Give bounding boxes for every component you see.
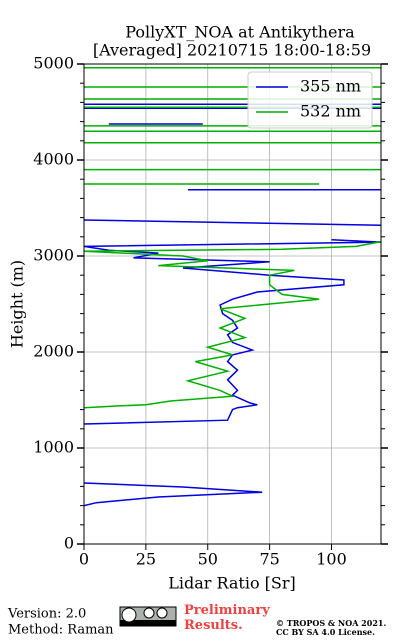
series-line [84, 67, 381, 409]
x-tick-label: 25 [136, 550, 156, 569]
y-tick-label: 5000 [33, 54, 74, 73]
legend-box [247, 71, 373, 129]
y-tick-label: 3000 [33, 246, 74, 265]
license: CC BY SA 4.0 License. [276, 627, 375, 637]
y-tick-label: 2000 [33, 342, 74, 361]
version: Version: 2.0 [7, 607, 86, 622]
x-tick-label: 75 [259, 550, 279, 569]
y-tick-label: 1000 [33, 438, 74, 457]
y-tick-label: 0 [64, 534, 74, 553]
chart-title: PollyXT_NOA at Antikythera [125, 23, 355, 42]
chart-subtitle: [Averaged] 20210715 18:00-18:59 [93, 41, 371, 60]
cc-badge [119, 606, 177, 627]
method: Method: Raman [8, 623, 114, 638]
legend-label: 532 nm [300, 102, 361, 121]
x-tick-label: 50 [198, 550, 218, 569]
status-line: Preliminary Results. [184, 603, 270, 633]
x-tick-label: 0 [79, 550, 89, 569]
x-axis-label: Lidar Ratio [Sr] [168, 574, 296, 593]
x-tick-label: 100 [316, 550, 347, 569]
plot-frame [83, 63, 382, 545]
y-axis-label: Height (m) [8, 260, 27, 348]
copyright: © TROPOS & NOA 2021. [276, 618, 386, 628]
y-tick-label: 4000 [33, 150, 74, 169]
legend-label: 355 nm [300, 77, 361, 96]
series-line [84, 103, 381, 507]
